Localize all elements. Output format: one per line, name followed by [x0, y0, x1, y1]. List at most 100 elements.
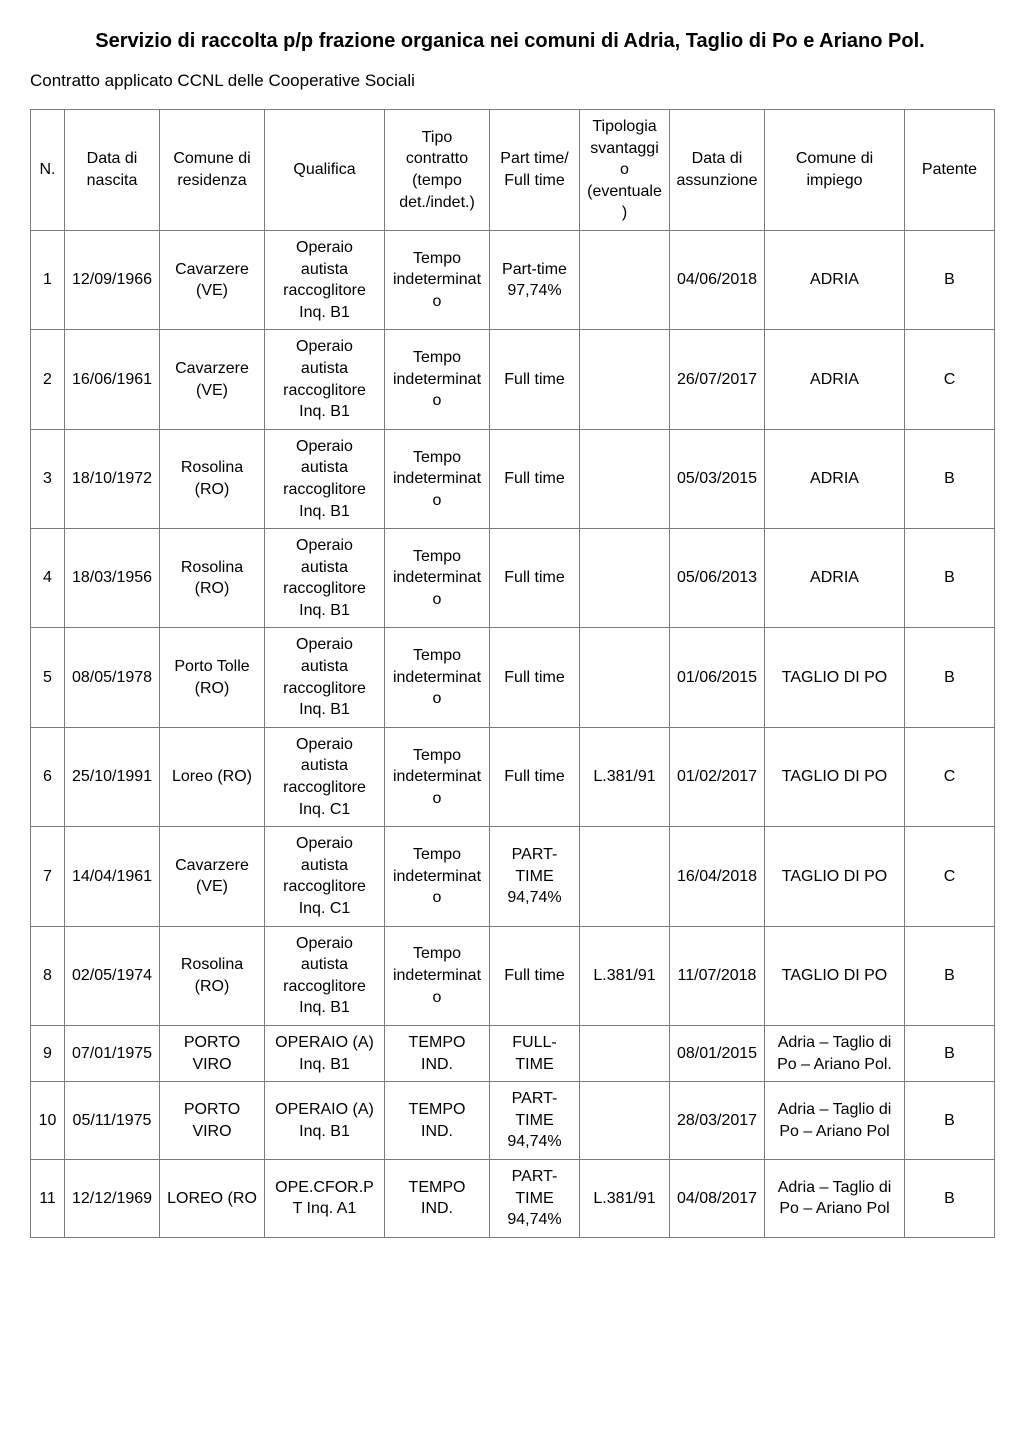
- page-title: Servizio di raccolta p/p frazione organi…: [30, 30, 990, 53]
- table-cell: L.381/91: [580, 727, 670, 826]
- table-cell: Tempo indeterminato: [385, 827, 490, 926]
- table-cell: [580, 330, 670, 429]
- table-cell: ADRIA: [765, 529, 905, 628]
- table-cell: Tempo indeterminato: [385, 429, 490, 528]
- table-cell: B: [905, 230, 995, 329]
- table-cell: Tempo indeterminato: [385, 926, 490, 1025]
- table-cell: L.381/91: [580, 1159, 670, 1237]
- table-header-row: N.Data di nascitaComune di residenzaQual…: [31, 110, 995, 231]
- table-header-cell: Tipologia svantaggio (eventuale): [580, 110, 670, 231]
- table-cell: 9: [31, 1025, 65, 1081]
- table-cell: PORTO VIRO: [160, 1082, 265, 1160]
- table-cell: PART-TIME 94,74%: [490, 827, 580, 926]
- table-cell: ADRIA: [765, 230, 905, 329]
- table-cell: Rosolina (RO): [160, 429, 265, 528]
- table-cell: C: [905, 330, 995, 429]
- table-cell: Operaio autista raccoglitore Inq. B1: [265, 429, 385, 528]
- table-cell: 05/11/1975: [65, 1082, 160, 1160]
- table-cell: 1: [31, 230, 65, 329]
- table-cell: Cavarzere (VE): [160, 827, 265, 926]
- table-cell: [580, 529, 670, 628]
- table-cell: B: [905, 926, 995, 1025]
- table-cell: C: [905, 727, 995, 826]
- table-header-cell: Tipo contratto (tempo det./indet.): [385, 110, 490, 231]
- table-header-cell: Comune di impiego: [765, 110, 905, 231]
- table-cell: 18/10/1972: [65, 429, 160, 528]
- table-cell: Adria – Taglio di Po – Ariano Pol: [765, 1159, 905, 1237]
- table-cell: Porto Tolle (RO): [160, 628, 265, 727]
- table-cell: OPE.CFOR.PT Inq. A1: [265, 1159, 385, 1237]
- table-cell: 28/03/2017: [670, 1082, 765, 1160]
- table-cell: ADRIA: [765, 330, 905, 429]
- table-cell: Operaio autista raccoglitore Inq. B1: [265, 628, 385, 727]
- table-cell: TEMPO IND.: [385, 1025, 490, 1081]
- page: Servizio di raccolta p/p frazione organi…: [0, 0, 1020, 1278]
- table-cell: TAGLIO DI PO: [765, 926, 905, 1025]
- table-cell: 10: [31, 1082, 65, 1160]
- table-cell: 18/03/1956: [65, 529, 160, 628]
- table-row: 418/03/1956Rosolina (RO)Operaio autista …: [31, 529, 995, 628]
- table-cell: Operaio autista raccoglitore Inq. B1: [265, 926, 385, 1025]
- table-cell: Full time: [490, 429, 580, 528]
- table-cell: Tempo indeterminato: [385, 529, 490, 628]
- table-row: 1112/12/1969LOREO (ROOPE.CFOR.PT Inq. A1…: [31, 1159, 995, 1237]
- table-cell: 6: [31, 727, 65, 826]
- table-cell: [580, 1025, 670, 1081]
- table-header-cell: Data di nascita: [65, 110, 160, 231]
- table-cell: C: [905, 827, 995, 926]
- table-cell: B: [905, 1082, 995, 1160]
- table-cell: Full time: [490, 628, 580, 727]
- table-row: 802/05/1974Rosolina (RO)Operaio autista …: [31, 926, 995, 1025]
- table-cell: Rosolina (RO): [160, 926, 265, 1025]
- data-table: N.Data di nascitaComune di residenzaQual…: [30, 109, 995, 1238]
- table-cell: Cavarzere (VE): [160, 230, 265, 329]
- table-cell: Tempo indeterminato: [385, 727, 490, 826]
- table-cell: Operaio autista raccoglitore Inq. C1: [265, 827, 385, 926]
- table-header-cell: Qualifica: [265, 110, 385, 231]
- table-cell: [580, 827, 670, 926]
- table-cell: 16/06/1961: [65, 330, 160, 429]
- table-cell: 12/09/1966: [65, 230, 160, 329]
- table-row: 216/06/1961Cavarzere (VE)Operaio autista…: [31, 330, 995, 429]
- table-cell: 4: [31, 529, 65, 628]
- table-cell: Operaio autista raccoglitore Inq. B1: [265, 230, 385, 329]
- table-cell: 07/01/1975: [65, 1025, 160, 1081]
- table-cell: ADRIA: [765, 429, 905, 528]
- table-row: 907/01/1975PORTO VIROOPERAIO (A) Inq. B1…: [31, 1025, 995, 1081]
- table-cell: TEMPO IND.: [385, 1082, 490, 1160]
- table-cell: 08/05/1978: [65, 628, 160, 727]
- table-cell: B: [905, 628, 995, 727]
- table-cell: 12/12/1969: [65, 1159, 160, 1237]
- table-cell: 16/04/2018: [670, 827, 765, 926]
- table-row: 714/04/1961Cavarzere (VE)Operaio autista…: [31, 827, 995, 926]
- table-cell: 11: [31, 1159, 65, 1237]
- table-cell: PART-TIME 94,74%: [490, 1159, 580, 1237]
- table-cell: 04/06/2018: [670, 230, 765, 329]
- table-cell: Tempo indeterminato: [385, 230, 490, 329]
- table-cell: Operaio autista raccoglitore Inq. B1: [265, 529, 385, 628]
- table-cell: Full time: [490, 926, 580, 1025]
- table-cell: 7: [31, 827, 65, 926]
- table-cell: 02/05/1974: [65, 926, 160, 1025]
- table-cell: 14/04/1961: [65, 827, 160, 926]
- page-subtitle: Contratto applicato CCNL delle Cooperati…: [30, 71, 990, 91]
- table-cell: [580, 230, 670, 329]
- table-cell: Part-time 97,74%: [490, 230, 580, 329]
- table-cell: Full time: [490, 727, 580, 826]
- table-cell: L.381/91: [580, 926, 670, 1025]
- table-cell: 05/03/2015: [670, 429, 765, 528]
- table-cell: B: [905, 529, 995, 628]
- table-cell: LOREO (RO: [160, 1159, 265, 1237]
- table-cell: B: [905, 1159, 995, 1237]
- table-cell: PORTO VIRO: [160, 1025, 265, 1081]
- table-cell: 8: [31, 926, 65, 1025]
- table-cell: 26/07/2017: [670, 330, 765, 429]
- table-cell: [580, 628, 670, 727]
- table-cell: B: [905, 429, 995, 528]
- table-cell: 2: [31, 330, 65, 429]
- table-row: 508/05/1978Porto Tolle (RO)Operaio autis…: [31, 628, 995, 727]
- table-cell: B: [905, 1025, 995, 1081]
- table-cell: FULL-TIME: [490, 1025, 580, 1081]
- table-cell: 5: [31, 628, 65, 727]
- table-cell: Full time: [490, 529, 580, 628]
